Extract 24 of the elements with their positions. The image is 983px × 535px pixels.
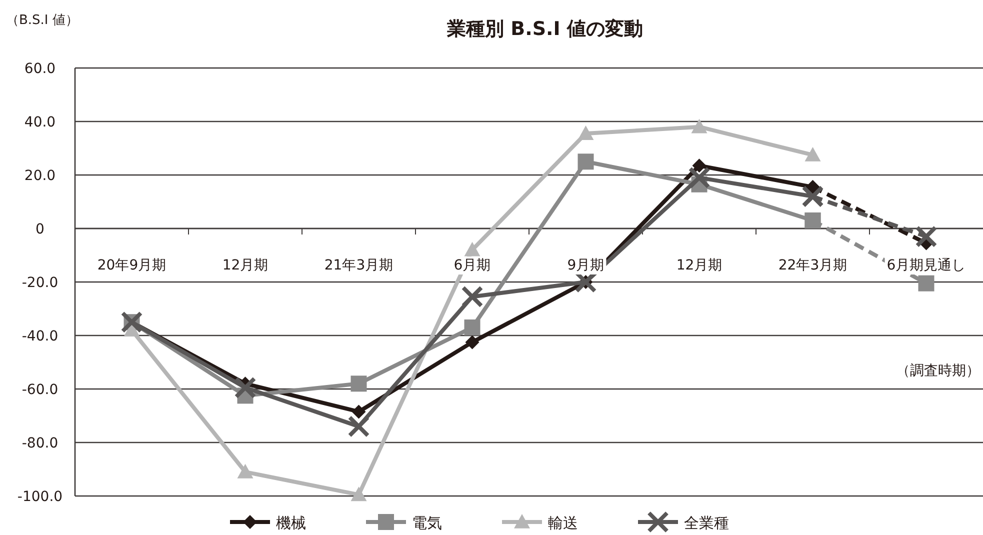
y-tick-label: -80.0 — [22, 436, 58, 452]
x-tick-label: 22年3月期 — [778, 258, 848, 274]
x-tick-label: 6月期 — [454, 258, 491, 274]
y-tick-label: 20.0 — [24, 168, 56, 184]
x-tick-label: 21年3月期 — [324, 258, 394, 274]
x-tick-label: 6月期見通し — [886, 258, 966, 274]
x-tick-label: 12月期 — [222, 258, 268, 274]
legend-label: 電気 — [412, 514, 442, 532]
y-axis-title: （B.S.I 値） — [6, 13, 78, 28]
x-tick-label: 20年9月期 — [97, 258, 166, 274]
y-tick-label: 60.0 — [24, 61, 56, 77]
x-tick-label: 9月期 — [567, 258, 604, 274]
x-tick-label: 12月期 — [676, 258, 722, 274]
y-tick-label: -100.0 — [17, 489, 63, 505]
y-tick-label: -20.0 — [22, 275, 58, 291]
x-axis-title: （調査時期） — [896, 363, 980, 379]
y-tick-label: -40.0 — [22, 328, 58, 344]
chart-title: 業種別 B.S.I 値の変動 — [446, 18, 643, 40]
legend-label: 機械 — [276, 514, 306, 532]
y-tick-label: 40.0 — [24, 114, 56, 130]
legend-label: 全業種 — [684, 514, 729, 532]
legend-label: 輸送 — [548, 514, 578, 532]
y-tick-label: 0 — [36, 222, 44, 238]
y-tick-label: -60.0 — [22, 382, 58, 398]
